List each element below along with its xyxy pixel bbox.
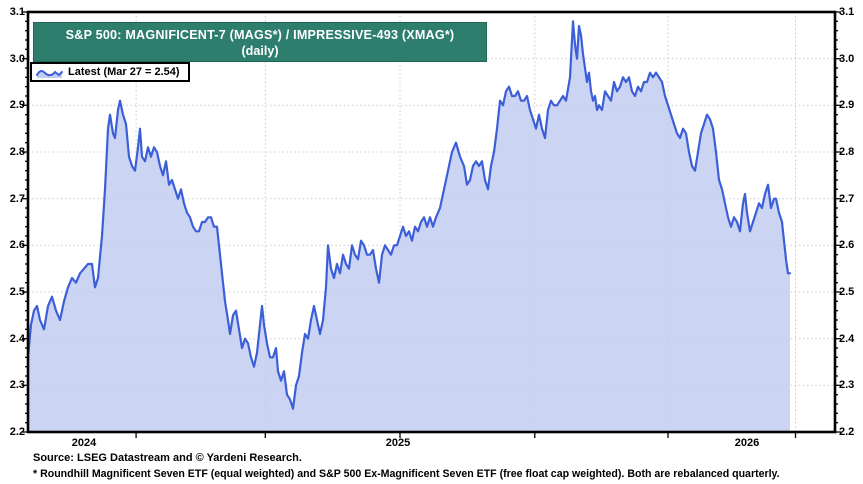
plot-frame	[26, 10, 837, 434]
source-text: Source: LSEG Datastream and © Yardeni Re…	[33, 452, 302, 464]
y-axis-label-left: 3.0	[9, 53, 25, 65]
y-axis-label-left: 2.2	[9, 426, 25, 438]
plot-area	[22, 10, 841, 438]
chart-title-box: S&P 500: MAGNIFICENT-7 (MAGS*) / IMPRESS…	[33, 22, 487, 62]
y-axis-label-right: 2.5	[839, 286, 855, 298]
y-axis-label-right: 3.1	[839, 6, 855, 18]
chart-subtitle: (daily)	[241, 44, 279, 58]
y-axis-label-left: 2.8	[9, 146, 25, 158]
area-fill	[28, 21, 790, 433]
footnote-text: * Roundhill Magnificent Seven ETF (equal…	[33, 468, 780, 480]
y-axis-label-left: 2.3	[9, 379, 25, 391]
x-axis-year-label: 2025	[385, 437, 411, 449]
y-axis-label-left: 2.5	[9, 286, 25, 298]
legend-label: Latest (Mar 27 = 2.54)	[68, 66, 180, 78]
y-axis-label-left: 3.1	[9, 6, 25, 18]
y-axis-label-right: 2.2	[839, 426, 855, 438]
y-axis-label-right: 2.4	[839, 333, 855, 345]
y-axis-label-right: 3.0	[839, 53, 855, 65]
y-axis-label-right: 2.7	[839, 193, 855, 205]
y-axis-label-right: 2.3	[839, 379, 855, 391]
chart-title: S&P 500: MAGNIFICENT-7 (MAGS*) / IMPRESS…	[65, 28, 455, 42]
line-series-icon	[36, 69, 63, 78]
legend-box: Latest (Mar 27 = 2.54)	[30, 62, 190, 82]
ratio-line	[26, 20, 792, 410]
x-axis-year-label: 2024	[71, 437, 97, 449]
x-axis-year-label: 2026	[734, 437, 760, 449]
y-axis-label-left: 2.7	[9, 193, 25, 205]
y-axis-label-right: 2.6	[839, 239, 855, 251]
y-axis-label-right: 2.8	[839, 146, 855, 158]
y-axis-label-left: 2.9	[9, 99, 25, 111]
y-axis-label-left: 2.6	[9, 239, 25, 251]
y-axis-label-right: 2.9	[839, 99, 855, 111]
y-axis-label-left: 2.4	[9, 333, 25, 345]
